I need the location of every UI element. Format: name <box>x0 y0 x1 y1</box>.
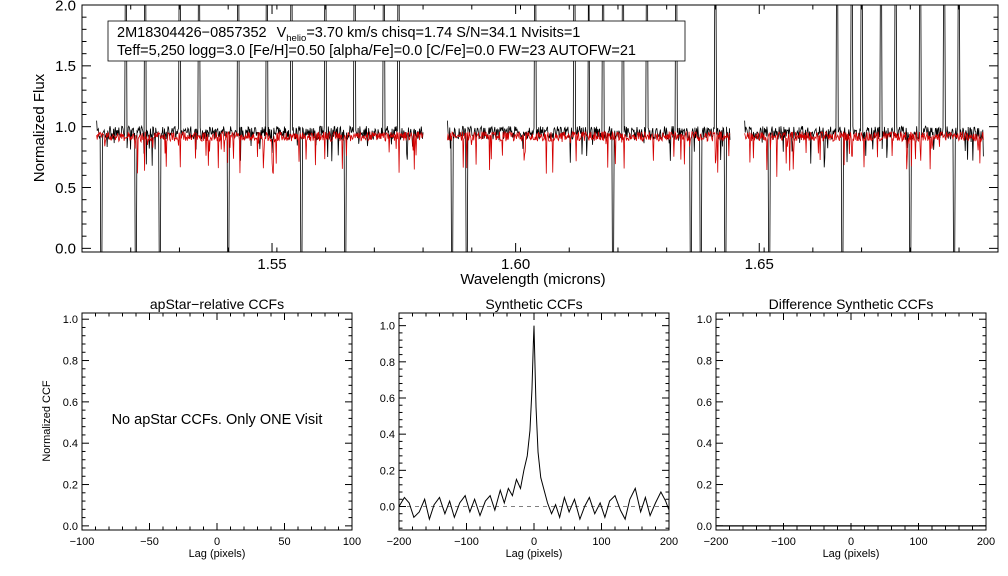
x-tick-label: 100 <box>592 536 610 548</box>
spectrum-y-axis-label: Normalized Flux <box>31 73 48 182</box>
apstar-ccf-ticks: −100 −50 0 50 100 0.0 0.2 0.4 0.6 0.8 1.0 <box>63 313 361 548</box>
v-helio-subscript: helio <box>286 33 306 44</box>
v-helio-symbol: V <box>277 25 287 41</box>
difference-ccf-ticks: −200 −100 0 100 200 0.0 0.2 0.4 0.6 0.8 1.0 <box>697 313 995 548</box>
y-tick-label: 0.8 <box>697 355 712 367</box>
y-tick-label: 0.0 <box>380 501 395 513</box>
x-tick-label: 1.65 <box>745 256 774 273</box>
x-tick-label: 0 <box>848 536 854 548</box>
x-tick-label: −200 <box>704 536 729 548</box>
model-spectrum-line <box>96 130 424 174</box>
y-tick-label: 0.4 <box>380 429 395 441</box>
synthetic-ccf-ticks: −200 −100 0 100 200 0.0 0.2 0.4 0.6 0.8 1.0 <box>380 313 678 548</box>
x-tick-label: −200 <box>387 536 412 548</box>
x-tick-label: 1.60 <box>501 256 530 273</box>
observed-spectrum-line <box>96 5 424 252</box>
annotation-line-2: Teff=5,250 logg=3.0 [Fe/H]=0.50 [alpha/F… <box>117 43 636 59</box>
difference-ccf-frame <box>715 312 987 531</box>
no-ccf-message: No apStar CCFs. Only ONE Visit <box>112 412 323 428</box>
x-tick-label: −100 <box>454 536 479 548</box>
apstar-ccf-y-axis-label: Normalized CCF <box>41 380 53 462</box>
model-spectrum-line <box>447 130 731 174</box>
y-tick-label: 1.0 <box>697 314 712 326</box>
model-spectrum-line <box>744 131 984 177</box>
synthetic-ccf-panel: Synthetic CCFs −200 −100 0 100 200 0.0 0.2 0.4 0… <box>380 296 678 560</box>
y-tick-label: 0.0 <box>63 521 78 533</box>
x-tick-label: −100 <box>771 536 796 548</box>
y-tick-label: 1.0 <box>55 119 76 136</box>
x-tick-label: 50 <box>278 536 290 548</box>
star-id: 2M18304426−0857352 <box>117 25 267 41</box>
spectrum-plot-area <box>96 5 984 252</box>
y-tick-label: 0.0 <box>697 521 712 533</box>
x-tick-label: −100 <box>70 536 95 548</box>
y-tick-label: 0.2 <box>380 465 395 477</box>
spectrum-panel: 1.55 1.60 1.65 0.0 0.5 1.0 1.5 2.0 2M18304426−0… <box>31 0 999 288</box>
observed-spectrum-line <box>744 5 984 252</box>
y-tick-label: 1.0 <box>380 321 395 333</box>
y-tick-label: 0.4 <box>63 438 78 450</box>
x-tick-label: 1.55 <box>257 256 286 273</box>
x-tick-label: 0 <box>214 536 220 548</box>
difference-ccf-panel: Difference Synthetic CCFs −200 −100 0 100 20… <box>697 296 995 560</box>
y-tick-label: 0.0 <box>55 241 76 258</box>
y-tick-label: 0.4 <box>697 438 712 450</box>
apstar-ccf-title: apStar−relative CCFs <box>150 296 284 312</box>
y-tick-label: 0.2 <box>63 479 78 491</box>
y-tick-label: 0.8 <box>63 355 78 367</box>
synthetic-ccf-x-axis-label: Lag (pixels) <box>506 548 563 560</box>
y-tick-label: 1.0 <box>63 314 78 326</box>
annotation-line-1: 2M18304426−0857352 Vhelio=3.70 km/s chisq… <box>117 25 580 44</box>
x-tick-label: −50 <box>140 536 159 548</box>
y-tick-label: 0.2 <box>697 479 712 491</box>
y-tick-label: 2.0 <box>55 0 76 14</box>
x-tick-label: 200 <box>977 536 995 548</box>
x-tick-label: 100 <box>909 536 927 548</box>
synthetic-ccf-plot-area <box>398 325 670 521</box>
x-tick-label: 0 <box>531 536 537 548</box>
spectrum-x-axis-label: Wavelength (microns) <box>460 271 605 288</box>
synthetic-ccf-title: Synthetic CCFs <box>485 296 582 312</box>
spectrum-frame <box>81 4 999 253</box>
y-tick-label: 0.5 <box>55 180 76 197</box>
x-tick-label: 200 <box>660 536 678 548</box>
spectrum-annotation: 2M18304426−0857352 Vhelio=3.70 km/s chisq… <box>107 20 686 62</box>
y-tick-label: 0.8 <box>380 357 395 369</box>
apstar-ccf-x-axis-label: Lag (pixels) <box>189 548 246 560</box>
observed-spectrum-line <box>447 5 731 252</box>
annotation-box <box>107 20 686 62</box>
x-tick-label: 100 <box>343 536 361 548</box>
y-tick-label: 0.6 <box>380 393 395 405</box>
apstar-ccf-panel: apStar−relative CCFs −100 −50 0 50 100 0.0 0.2… <box>41 296 361 560</box>
y-tick-label: 1.5 <box>55 58 76 75</box>
velocity-stats: =3.70 km/s chisq=1.74 S/N=34.1 Nvisits=1 <box>306 25 580 41</box>
synthetic-ccf-line <box>398 325 670 521</box>
difference-ccf-title: Difference Synthetic CCFs <box>769 296 934 312</box>
y-tick-label: 0.6 <box>63 397 78 409</box>
spectrum-ticks: 1.55 1.60 1.65 0.0 0.5 1.0 1.5 2.0 <box>55 0 998 273</box>
difference-ccf-x-axis-label: Lag (pixels) <box>823 548 880 560</box>
y-tick-label: 0.6 <box>697 397 712 409</box>
